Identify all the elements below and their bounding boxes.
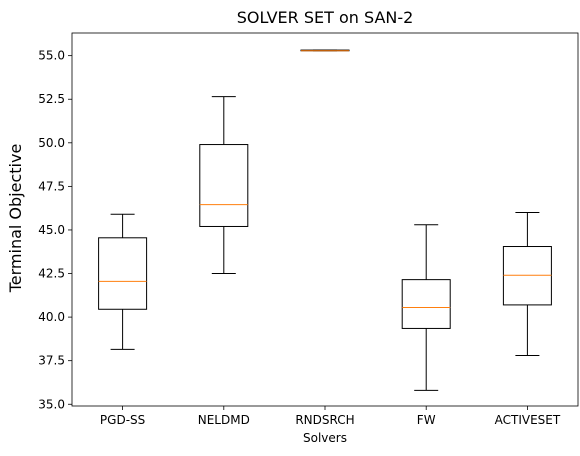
y-tick-label: 35.0 (38, 397, 65, 411)
x-axis-label: Solvers (303, 431, 347, 445)
box (401, 279, 451, 329)
plot-area (71, 32, 579, 407)
box-group-activeset (502, 212, 552, 356)
x-tick-label: FW (417, 413, 436, 427)
box-group-fw (401, 224, 451, 391)
y-tick-label: 37.5 (38, 354, 65, 368)
x-tick-label: NELDMD (198, 413, 250, 427)
y-tick-label: 55.0 (38, 49, 65, 63)
x-axis: PGD-SS NELDMD RNDSRCH FW ACTIVESET (100, 406, 561, 427)
box (98, 237, 148, 310)
box-group-pgd-ss (98, 213, 148, 350)
chart-title: SOLVER SET on SAN-2 (237, 8, 414, 27)
x-tick-label: PGD-SS (100, 413, 145, 427)
y-tick-label: 47.5 (38, 179, 65, 193)
y-tick-label: 52.5 (38, 92, 65, 106)
y-tick-label: 40.0 (38, 310, 65, 324)
plot-frame (71, 32, 579, 407)
y-axis: 35.0 37.5 40.0 42.5 45.0 47.5 50.0 52.5 55.0 (38, 49, 72, 411)
y-tick-label: 50.0 (38, 136, 65, 150)
x-tick-label: ACTIVESET (495, 413, 561, 427)
x-tick-label: RNDSRCH (295, 413, 354, 427)
box-group-rndsrch (300, 49, 350, 52)
y-tick-label: 42.5 (38, 267, 65, 281)
box (199, 144, 249, 227)
y-tick-label: 45.0 (38, 223, 65, 237)
box-group-neldmd (199, 96, 249, 275)
y-axis-label: Terminal Objective (6, 144, 25, 294)
